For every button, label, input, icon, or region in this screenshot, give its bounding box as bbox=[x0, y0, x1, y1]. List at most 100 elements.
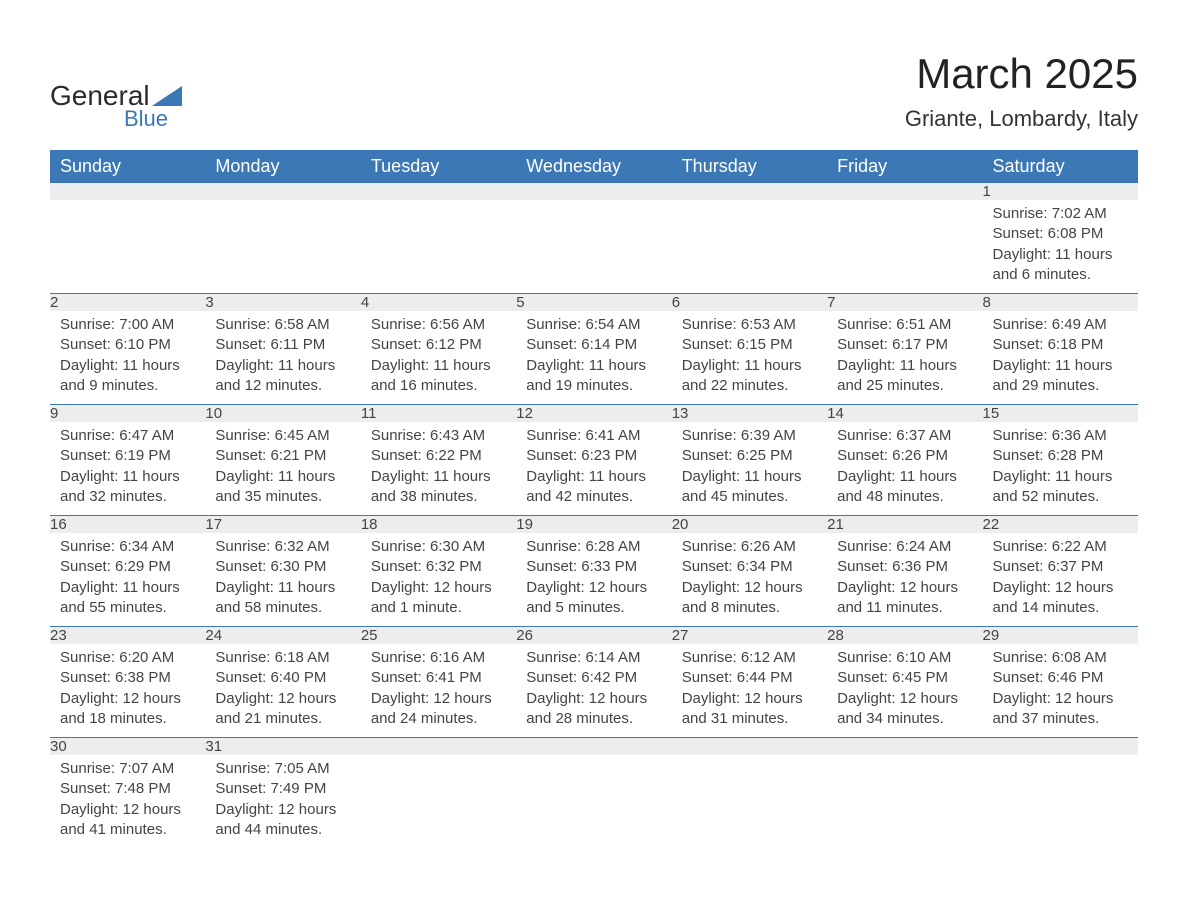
day-number-cell: 7 bbox=[827, 294, 982, 312]
weekday-header: Friday bbox=[827, 150, 982, 183]
info-row: Sunrise: 7:07 AMSunset: 7:48 PMDaylight:… bbox=[50, 755, 1138, 848]
day-info-cell bbox=[827, 755, 982, 848]
day-number-cell: 1 bbox=[983, 183, 1138, 200]
title-block: March 2025 Griante, Lombardy, Italy bbox=[905, 50, 1138, 138]
day-info-cell: Sunrise: 6:45 AMSunset: 6:21 PMDaylight:… bbox=[205, 422, 360, 516]
day-number-cell: 30 bbox=[50, 738, 205, 756]
day-info-cell: Sunrise: 6:34 AMSunset: 6:29 PMDaylight:… bbox=[50, 533, 205, 627]
day-number-cell bbox=[516, 183, 671, 200]
weekday-header: Monday bbox=[205, 150, 360, 183]
day-info-cell: Sunrise: 6:20 AMSunset: 6:38 PMDaylight:… bbox=[50, 644, 205, 738]
weekday-header: Thursday bbox=[672, 150, 827, 183]
info-row: Sunrise: 7:00 AMSunset: 6:10 PMDaylight:… bbox=[50, 311, 1138, 405]
logo-text-sub: Blue bbox=[124, 106, 182, 132]
day-info-cell: Sunrise: 7:05 AMSunset: 7:49 PMDaylight:… bbox=[205, 755, 360, 848]
day-info-cell: Sunrise: 6:32 AMSunset: 6:30 PMDaylight:… bbox=[205, 533, 360, 627]
day-info-cell: Sunrise: 6:08 AMSunset: 6:46 PMDaylight:… bbox=[983, 644, 1138, 738]
location: Griante, Lombardy, Italy bbox=[905, 106, 1138, 132]
day-number-cell: 8 bbox=[983, 294, 1138, 312]
day-info-cell: Sunrise: 6:54 AMSunset: 6:14 PMDaylight:… bbox=[516, 311, 671, 405]
day-number-cell: 23 bbox=[50, 627, 205, 645]
day-number-cell: 20 bbox=[672, 516, 827, 534]
day-number-cell: 19 bbox=[516, 516, 671, 534]
day-info-cell: Sunrise: 7:00 AMSunset: 6:10 PMDaylight:… bbox=[50, 311, 205, 405]
day-number-cell: 12 bbox=[516, 405, 671, 423]
day-info-cell: Sunrise: 6:30 AMSunset: 6:32 PMDaylight:… bbox=[361, 533, 516, 627]
day-number-cell: 13 bbox=[672, 405, 827, 423]
day-info-cell: Sunrise: 6:49 AMSunset: 6:18 PMDaylight:… bbox=[983, 311, 1138, 405]
daynum-row: 16171819202122 bbox=[50, 516, 1138, 534]
day-number-cell bbox=[361, 183, 516, 200]
day-number-cell bbox=[983, 738, 1138, 756]
day-info-cell: Sunrise: 6:22 AMSunset: 6:37 PMDaylight:… bbox=[983, 533, 1138, 627]
day-number-cell bbox=[672, 738, 827, 756]
day-number-cell: 11 bbox=[361, 405, 516, 423]
day-number-cell: 22 bbox=[983, 516, 1138, 534]
daynum-row: 2345678 bbox=[50, 294, 1138, 312]
day-info-cell: Sunrise: 6:18 AMSunset: 6:40 PMDaylight:… bbox=[205, 644, 360, 738]
day-info-cell: Sunrise: 6:28 AMSunset: 6:33 PMDaylight:… bbox=[516, 533, 671, 627]
day-info-cell: Sunrise: 6:56 AMSunset: 6:12 PMDaylight:… bbox=[361, 311, 516, 405]
day-number-cell: 2 bbox=[50, 294, 205, 312]
daynum-row: 23242526272829 bbox=[50, 627, 1138, 645]
day-number-cell: 17 bbox=[205, 516, 360, 534]
info-row: Sunrise: 6:47 AMSunset: 6:19 PMDaylight:… bbox=[50, 422, 1138, 516]
daynum-row: 1 bbox=[50, 183, 1138, 200]
day-info-cell: Sunrise: 6:14 AMSunset: 6:42 PMDaylight:… bbox=[516, 644, 671, 738]
info-row: Sunrise: 6:34 AMSunset: 6:29 PMDaylight:… bbox=[50, 533, 1138, 627]
daynum-row: 9101112131415 bbox=[50, 405, 1138, 423]
day-info-cell: Sunrise: 6:10 AMSunset: 6:45 PMDaylight:… bbox=[827, 644, 982, 738]
weekday-header: Tuesday bbox=[361, 150, 516, 183]
header: General Blue March 2025 Griante, Lombard… bbox=[50, 50, 1138, 138]
day-number-cell: 10 bbox=[205, 405, 360, 423]
day-number-cell: 9 bbox=[50, 405, 205, 423]
weekday-header: Wednesday bbox=[516, 150, 671, 183]
day-info-cell bbox=[361, 200, 516, 294]
day-info-cell: Sunrise: 6:26 AMSunset: 6:34 PMDaylight:… bbox=[672, 533, 827, 627]
day-number-cell bbox=[361, 738, 516, 756]
day-info-cell bbox=[516, 200, 671, 294]
day-info-cell bbox=[516, 755, 671, 848]
day-info-cell: Sunrise: 7:02 AMSunset: 6:08 PMDaylight:… bbox=[983, 200, 1138, 294]
day-number-cell bbox=[205, 183, 360, 200]
day-number-cell: 4 bbox=[361, 294, 516, 312]
day-number-cell: 26 bbox=[516, 627, 671, 645]
day-number-cell: 29 bbox=[983, 627, 1138, 645]
day-number-cell bbox=[827, 183, 982, 200]
day-info-cell bbox=[983, 755, 1138, 848]
day-info-cell: Sunrise: 7:07 AMSunset: 7:48 PMDaylight:… bbox=[50, 755, 205, 848]
day-number-cell bbox=[50, 183, 205, 200]
day-number-cell: 3 bbox=[205, 294, 360, 312]
day-info-cell: Sunrise: 6:47 AMSunset: 6:19 PMDaylight:… bbox=[50, 422, 205, 516]
day-number-cell: 5 bbox=[516, 294, 671, 312]
weekday-header: Sunday bbox=[50, 150, 205, 183]
day-number-cell: 18 bbox=[361, 516, 516, 534]
day-number-cell: 27 bbox=[672, 627, 827, 645]
day-number-cell: 6 bbox=[672, 294, 827, 312]
day-number-cell: 24 bbox=[205, 627, 360, 645]
day-info-cell: Sunrise: 6:43 AMSunset: 6:22 PMDaylight:… bbox=[361, 422, 516, 516]
day-number-cell: 25 bbox=[361, 627, 516, 645]
day-info-cell bbox=[50, 200, 205, 294]
day-info-cell bbox=[672, 755, 827, 848]
daynum-row: 3031 bbox=[50, 738, 1138, 756]
logo: General Blue bbox=[50, 80, 182, 132]
day-info-cell: Sunrise: 6:36 AMSunset: 6:28 PMDaylight:… bbox=[983, 422, 1138, 516]
day-info-cell: Sunrise: 6:16 AMSunset: 6:41 PMDaylight:… bbox=[361, 644, 516, 738]
calendar-table: Sunday Monday Tuesday Wednesday Thursday… bbox=[50, 150, 1138, 848]
day-info-cell bbox=[205, 200, 360, 294]
day-info-cell bbox=[672, 200, 827, 294]
calendar-body: 1 Sunrise: 7:02 AMSunset: 6:08 PMDayligh… bbox=[50, 183, 1138, 848]
day-number-cell: 21 bbox=[827, 516, 982, 534]
logo-triangle-icon bbox=[152, 86, 182, 106]
day-info-cell bbox=[361, 755, 516, 848]
weekday-header: Saturday bbox=[983, 150, 1138, 183]
day-info-cell: Sunrise: 6:12 AMSunset: 6:44 PMDaylight:… bbox=[672, 644, 827, 738]
day-info-cell bbox=[827, 200, 982, 294]
day-info-cell: Sunrise: 6:37 AMSunset: 6:26 PMDaylight:… bbox=[827, 422, 982, 516]
day-number-cell bbox=[516, 738, 671, 756]
day-number-cell: 31 bbox=[205, 738, 360, 756]
day-info-cell: Sunrise: 6:53 AMSunset: 6:15 PMDaylight:… bbox=[672, 311, 827, 405]
day-number-cell: 14 bbox=[827, 405, 982, 423]
day-number-cell: 16 bbox=[50, 516, 205, 534]
